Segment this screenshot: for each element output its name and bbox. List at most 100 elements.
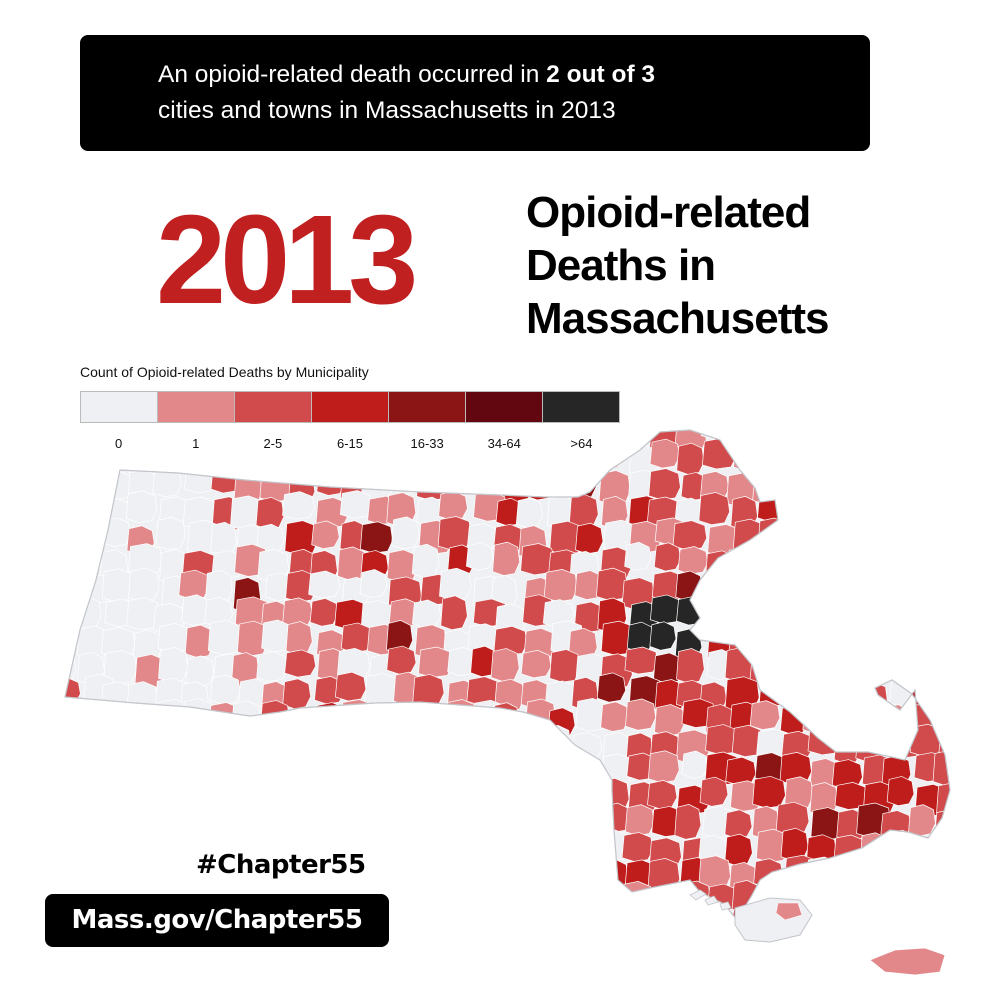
- municipality: [939, 577, 950, 608]
- municipality: [311, 728, 339, 759]
- municipality: [681, 750, 709, 779]
- municipality: [229, 808, 259, 841]
- municipality: [206, 754, 239, 789]
- municipality: [886, 776, 915, 807]
- municipality: [515, 497, 543, 529]
- municipality: [837, 622, 870, 653]
- municipality: [702, 438, 737, 470]
- municipality: [393, 755, 428, 786]
- municipality: [573, 884, 602, 914]
- municipality: [810, 493, 844, 524]
- municipality: [548, 880, 580, 915]
- municipality: [752, 576, 788, 608]
- municipality: [158, 730, 187, 759]
- municipality: [912, 906, 946, 920]
- municipality: [777, 680, 811, 708]
- legend-swatch-4: [389, 392, 466, 422]
- municipality: [284, 784, 313, 816]
- municipality: [935, 857, 950, 889]
- municipality: [65, 572, 88, 605]
- municipality: [283, 751, 312, 788]
- municipality: [309, 430, 344, 454]
- municipality: [523, 784, 553, 818]
- municipality: [569, 430, 597, 447]
- website-link[interactable]: Mass.gov/Chapter55: [45, 894, 389, 947]
- municipality: [207, 619, 242, 655]
- municipality: [568, 834, 597, 868]
- municipality: [654, 704, 685, 737]
- municipality: [152, 862, 180, 896]
- municipality: [259, 430, 290, 451]
- municipality: [469, 440, 499, 473]
- municipality: [204, 596, 233, 627]
- municipality: [648, 468, 681, 501]
- municipality: [646, 886, 679, 915]
- municipality: [543, 569, 578, 602]
- municipality: [778, 470, 810, 505]
- municipality: [939, 676, 950, 705]
- legend-label-5: 34-64: [487, 436, 521, 451]
- municipality: [416, 887, 445, 919]
- municipality: [601, 859, 629, 893]
- municipality: [125, 490, 158, 523]
- municipality: [571, 853, 601, 883]
- municipality: [442, 727, 473, 762]
- municipality: [416, 909, 450, 920]
- banner-text-end: cities and towns in Massachusetts in 201…: [158, 97, 616, 124]
- municipality: [437, 516, 472, 551]
- municipality: [438, 889, 473, 920]
- municipality: [309, 444, 340, 474]
- municipality: [469, 467, 503, 496]
- municipality: [75, 430, 106, 449]
- municipality: [494, 726, 528, 757]
- municipality: [447, 860, 479, 894]
- municipality: [212, 776, 242, 812]
- municipality: [235, 782, 265, 812]
- municipality: [698, 492, 730, 526]
- municipality: [756, 622, 786, 652]
- legend-swatch-6: [543, 392, 619, 422]
- municipality: [233, 442, 268, 471]
- municipality: [282, 491, 315, 520]
- municipality: [675, 909, 705, 920]
- municipality: [778, 496, 809, 525]
- municipality: [359, 569, 388, 598]
- municipality: [518, 834, 552, 869]
- municipality: [180, 802, 213, 831]
- municipality: [204, 430, 235, 442]
- municipality: [910, 677, 940, 712]
- municipality: [490, 885, 523, 918]
- municipality: [811, 648, 845, 678]
- municipality: [490, 759, 521, 792]
- municipality: [472, 835, 504, 867]
- municipality: [284, 649, 317, 678]
- municipality: [101, 828, 133, 857]
- municipality: [936, 829, 950, 861]
- municipality: [520, 443, 550, 472]
- municipality: [724, 833, 753, 867]
- municipality: [884, 829, 918, 862]
- municipality: [707, 571, 741, 606]
- municipality: [134, 728, 166, 762]
- municipality: [624, 804, 655, 836]
- municipality: [470, 780, 499, 810]
- municipality: [888, 524, 916, 558]
- municipality: [386, 645, 417, 675]
- municipality: [881, 438, 911, 467]
- municipality: [419, 778, 451, 807]
- municipality: [101, 517, 131, 547]
- municipality: [289, 447, 321, 477]
- municipality: [412, 674, 445, 706]
- municipality: [802, 701, 830, 734]
- municipality: [496, 430, 530, 447]
- municipality: [233, 430, 265, 453]
- municipality: [287, 706, 321, 736]
- municipality: [73, 545, 102, 578]
- municipality: [128, 430, 161, 443]
- municipality: [342, 810, 374, 844]
- municipality: [131, 707, 160, 740]
- municipality: [523, 749, 554, 783]
- municipality: [126, 681, 158, 714]
- municipality: [600, 701, 629, 732]
